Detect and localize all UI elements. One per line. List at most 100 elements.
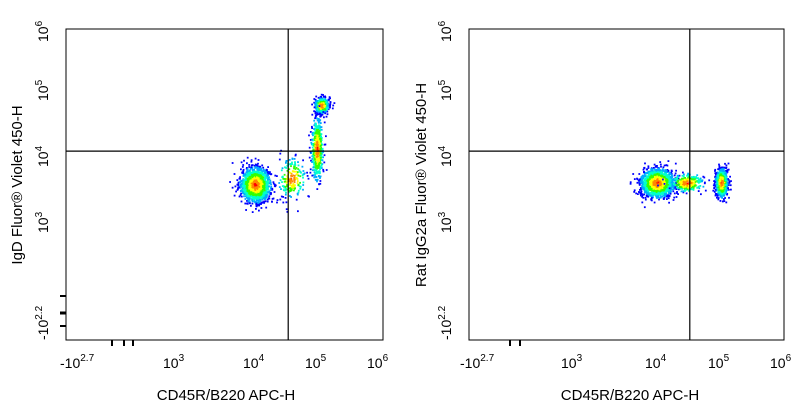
event-dot <box>321 109 324 111</box>
event-dot <box>252 180 255 183</box>
event-dot <box>259 191 262 194</box>
event-dot <box>243 186 246 189</box>
event-dot <box>278 186 281 188</box>
event-dot <box>266 183 269 186</box>
event-dot <box>309 168 312 171</box>
event-dot <box>636 181 639 184</box>
event-dot <box>284 188 287 190</box>
event-dot <box>314 110 317 113</box>
event-dot <box>314 98 317 101</box>
event-dot <box>290 186 293 189</box>
event-dot <box>249 181 252 183</box>
event-dot <box>310 152 313 154</box>
event-dot <box>313 106 316 109</box>
event-dot <box>289 180 292 182</box>
event-dot <box>640 177 643 180</box>
event-dot <box>318 147 320 150</box>
event-dot <box>657 188 660 190</box>
event-dot <box>313 124 316 127</box>
event-dot <box>255 171 258 173</box>
event-dot <box>264 177 266 180</box>
event-dot <box>266 174 268 176</box>
event-dot <box>669 188 672 191</box>
event-dot <box>324 110 326 113</box>
event-dot <box>274 183 276 186</box>
event-dot <box>647 165 650 168</box>
event-dot <box>725 170 728 173</box>
event-dot <box>236 179 239 181</box>
event-dot <box>325 106 328 109</box>
event-dot <box>639 178 641 181</box>
event-dot <box>315 107 318 110</box>
event-dot <box>320 154 323 157</box>
event-dot <box>659 163 662 166</box>
event-dot <box>714 194 717 197</box>
event-dots-layer <box>629 160 732 209</box>
event-dot <box>324 104 327 107</box>
event-dot <box>666 195 668 198</box>
event-dot <box>251 166 254 169</box>
event-dot <box>296 173 298 175</box>
event-dot <box>649 192 651 194</box>
event-dot <box>315 104 317 107</box>
event-dot <box>259 171 261 174</box>
event-dot <box>646 175 649 178</box>
event-dot <box>285 185 288 188</box>
event-dot <box>657 170 659 173</box>
event-dot <box>661 195 664 198</box>
event-dot <box>663 164 666 167</box>
event-dot <box>329 101 332 103</box>
event-dot <box>318 183 321 185</box>
event-dot <box>250 197 253 200</box>
event-dot <box>263 200 265 203</box>
event-dot <box>718 168 720 170</box>
event-dot <box>262 187 265 190</box>
event-dot <box>657 171 659 174</box>
event-dot <box>312 174 315 177</box>
event-dot <box>240 195 243 198</box>
event-dot <box>331 107 334 110</box>
event-dot <box>314 129 317 132</box>
event-dot <box>255 189 258 192</box>
event-dot <box>270 186 273 188</box>
event-dot <box>651 168 654 171</box>
event-dot <box>655 168 658 171</box>
event-dot <box>251 185 254 187</box>
event-dot <box>246 200 248 202</box>
event-dot <box>676 192 678 194</box>
event-dot <box>325 105 327 108</box>
event-dot <box>250 160 253 163</box>
event-dot <box>252 182 255 185</box>
event-dot <box>318 105 321 107</box>
event-dot <box>285 160 288 163</box>
event-dot <box>269 181 272 184</box>
event-dot <box>664 172 667 174</box>
event-dot <box>655 190 658 192</box>
event-dot <box>270 183 272 186</box>
event-dot <box>252 174 255 177</box>
event-dot <box>270 193 272 195</box>
event-dot <box>288 190 291 192</box>
event-dot <box>290 196 292 198</box>
event-dot <box>293 165 295 168</box>
event-dot <box>317 149 319 151</box>
event-dot <box>286 184 288 186</box>
event-dot <box>644 162 646 165</box>
event-dot <box>317 113 319 116</box>
event-dot <box>291 184 294 187</box>
event-dot <box>291 161 293 164</box>
event-dot <box>316 100 318 102</box>
event-dot <box>257 197 260 200</box>
event-dot <box>650 176 653 179</box>
event-dot <box>315 123 317 126</box>
event-dot <box>293 167 295 170</box>
event-dot <box>640 182 643 185</box>
event-dot <box>664 184 667 186</box>
event-dot <box>237 188 239 190</box>
event-dot <box>252 188 255 191</box>
event-dot <box>254 186 257 189</box>
event-dot <box>323 161 326 164</box>
event-dot <box>319 113 322 115</box>
event-dot <box>311 127 313 129</box>
event-dot <box>644 198 647 201</box>
